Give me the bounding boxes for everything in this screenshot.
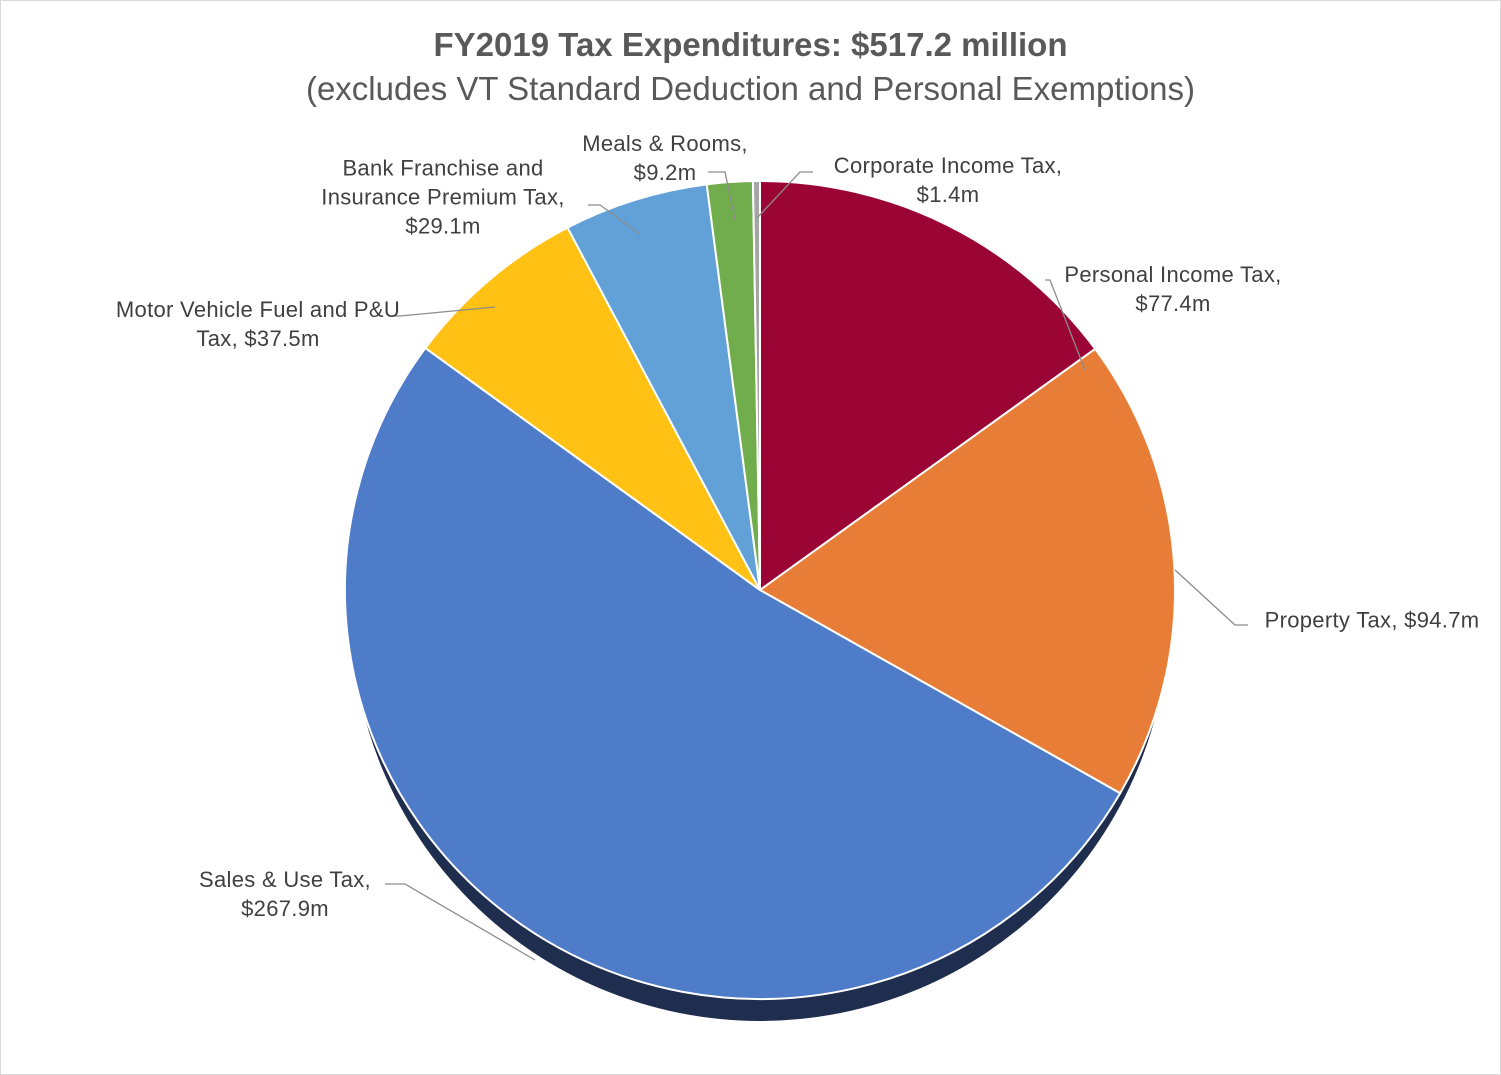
leader-line	[385, 883, 536, 961]
slice-category: Sales & Use Tax	[199, 867, 371, 892]
leader-line	[708, 171, 736, 221]
data-label: Corporate Income Tax $1.4m	[803, 151, 1093, 209]
chart-subtitle: (excludes VT Standard Deduction and Pers…	[305, 70, 1196, 107]
data-label: Sales & Use Tax $267.9m	[175, 865, 395, 923]
pie-slice	[423, 226, 761, 591]
slice-value: $77.4m	[1135, 291, 1211, 316]
slice-category: Personal Income Tax	[1064, 262, 1281, 287]
leader-line	[588, 204, 641, 235]
data-label: Personal Income Tax $77.4m	[1038, 260, 1308, 318]
leader-line	[1174, 569, 1248, 626]
leader-line	[392, 306, 496, 317]
data-label: Bank Franchise and Insurance Premium Tax…	[293, 154, 593, 241]
data-label: Property Tax$94.7m	[1242, 606, 1501, 635]
chart-title: FY2019 Tax Expenditures: $517.2 million	[433, 26, 1068, 63]
slice-category: Corporate Income Tax	[834, 153, 1062, 178]
slice-value: $267.9m	[241, 896, 329, 921]
pie-slice	[751, 179, 761, 591]
pie-slice	[566, 183, 761, 591]
pie-slice	[758, 347, 1176, 795]
pie-slice	[759, 179, 1097, 592]
slice-category: Meals & Rooms	[582, 131, 748, 156]
data-label: Meals & Rooms $9.2m	[565, 129, 765, 187]
slice-value: $29.1m	[405, 213, 481, 239]
slice-category: Bank Franchise and Insurance Premium Tax	[321, 156, 564, 210]
slice-value: $1.4m	[916, 182, 980, 207]
pie-slice	[344, 346, 1122, 1001]
slice-category: Property Tax	[1265, 608, 1405, 633]
slice-value: $37.5m	[244, 326, 320, 351]
leader-line	[756, 171, 813, 219]
data-label: Motor Vehicle Fuel and P&U Tax$37.5m	[113, 295, 403, 353]
slice-value: $94.7m	[1404, 607, 1480, 633]
slice-value: $9.2m	[633, 160, 697, 185]
leader-line	[1045, 279, 1086, 371]
